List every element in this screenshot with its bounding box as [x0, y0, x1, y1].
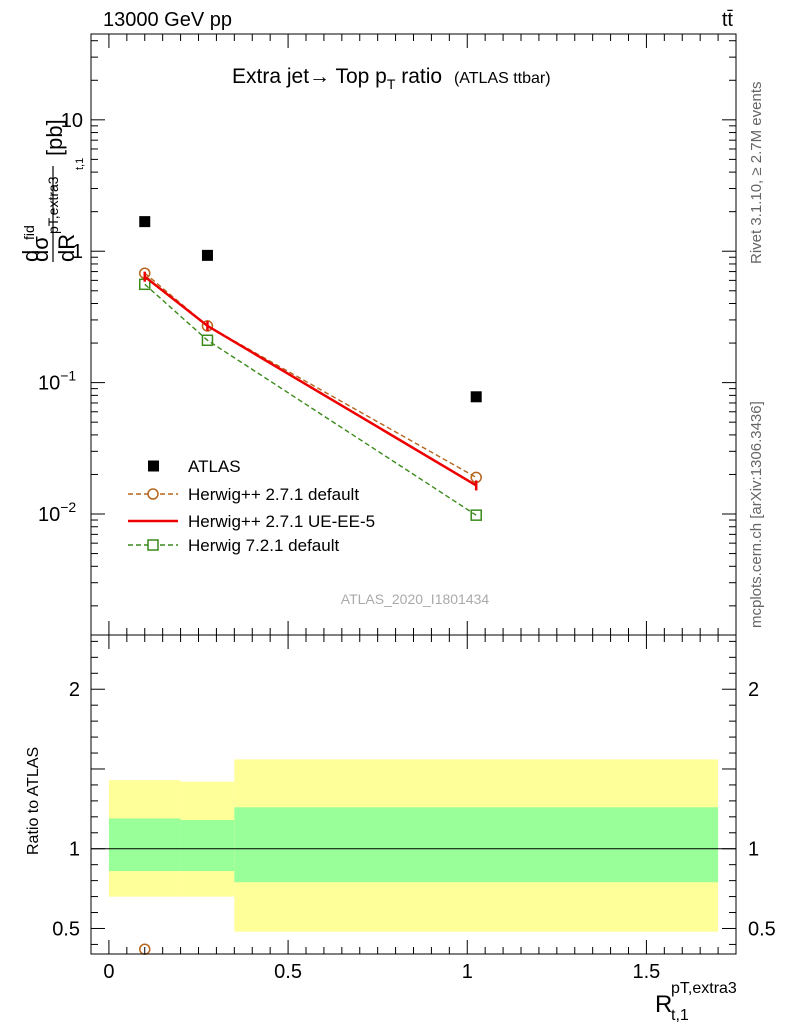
mcplots-label: mcplots.cern.ch [arXiv:1306.3436]: [748, 401, 765, 628]
xlabel-base: R: [655, 991, 672, 1018]
legend-marker-square: [147, 539, 159, 551]
ratio-ytick-label-left: 0.5: [52, 918, 80, 940]
legend-entry-label: Herwig++ 2.7.1 UE-EE-5: [188, 512, 375, 531]
header-left-label: 13000 GeV pp: [103, 9, 232, 31]
title-main: Extra jet: [232, 65, 309, 88]
title-small: (ATLAS ttbar): [454, 70, 551, 87]
ylabel-sup: pT,extra3: [45, 176, 61, 234]
ratio-panel: 0.5 0.5 1 1 2 2 0 0.5 1 1.5 Ratio to ATLAS R pT,e…: [25, 634, 776, 1024]
main-ytick-label: 10−2: [38, 499, 76, 526]
ylabel-dR: dR: [54, 234, 79, 262]
ratio-ylabel: Ratio to ATLAS: [25, 747, 42, 855]
ratio-band-inner: [180, 820, 235, 872]
title-post: ratio: [395, 65, 442, 88]
ylabel-dsigma: dσ: [28, 236, 53, 262]
ratio-band-inner: [108, 818, 181, 872]
ratio-ytick-label-left: 2: [69, 679, 80, 701]
ylabel-fid: fid: [21, 225, 37, 240]
herwig721-point: [201, 334, 214, 347]
ratio-xtick-label: 1: [462, 961, 473, 983]
xlabel-sub: t,1: [671, 1007, 689, 1024]
ratio-band-inner: [234, 807, 719, 883]
title-arrow: →: [309, 65, 330, 88]
title-sub: T: [387, 76, 396, 92]
atlas-data-point: [139, 216, 151, 228]
legend-marker-circle: [147, 488, 159, 500]
main-ytick-label: 10−1: [38, 368, 76, 395]
ratio-xtick-label: 0: [103, 961, 114, 983]
series-line-herwig-7-2-1-default: [144, 283, 477, 516]
ratio-ytick-label-left: 1: [69, 839, 80, 861]
ratio-ytick-label-right: 2: [748, 679, 759, 701]
chart-title: Extra jet→ Top pT ratio (ATLAS ttbar): [232, 65, 551, 92]
main-axis-ticks: 10 1 10−1 10−2: [38, 34, 737, 635]
main-ytick-label: 1: [72, 241, 83, 263]
ratio-xtick-label: 0.5: [274, 961, 302, 983]
header-right-label: tt̄: [722, 9, 734, 31]
main-series-group: [139, 216, 482, 521]
watermark-label: ATLAS_2020_I1801434: [341, 591, 490, 607]
ratio-bands: [91, 759, 736, 932]
main-ylabel: d dσ fid dR pT,extra3 t,1 [pb]: [18, 119, 86, 262]
series-line-herwig-2-7-1-ue-ee-5: [144, 275, 477, 487]
ratio-ytick-label-right: 1: [748, 839, 759, 861]
ratio-xlabel: R pT,extra3 t,1: [655, 980, 737, 1024]
ylabel-d: d: [18, 250, 43, 262]
legend-entry-label: Herwig++ 2.7.1 default: [188, 485, 359, 504]
rivet-version-label: Rivet 3.1.10, ≥ 2.7M events: [748, 82, 765, 265]
ylabel-unit: [pb]: [42, 119, 67, 156]
legend-marker-atlas: [148, 460, 159, 472]
ratio-axis-ticks: 0.5 0.5 1 1 2 2 0 0.5 1 1.5: [52, 635, 776, 983]
main-panel: 10 1 10−1 10−2 Extra jet→ Top pT ratio (ATL…: [18, 33, 737, 636]
xlabel-sup: pT,extra3: [671, 980, 737, 997]
atlas-data-point: [470, 391, 482, 403]
svg-text:Extra jet→ Top pT ratio: Extra jet→ Top pT ratio (ATLAS ttbar): [232, 65, 551, 92]
atlas-data-point: [201, 249, 213, 261]
title-mid: Top p: [330, 65, 387, 88]
ylabel-sub: t,1: [74, 158, 86, 170]
ratio-ytick-label-right: 0.5: [748, 918, 776, 940]
ratio-xtick-label: 1.5: [633, 961, 661, 983]
legend: ATLAS Herwig++ 2.7.1 default Herwig++ 2.7.…: [128, 457, 375, 555]
herwig721-point: [470, 509, 482, 521]
legend-entry-label: Herwig 7.2.1 default: [188, 536, 339, 555]
main-ytick-label: 10: [61, 110, 83, 132]
legend-entry-label: ATLAS: [188, 457, 241, 476]
series-line-herwig-2-7-1-default: [144, 272, 477, 479]
